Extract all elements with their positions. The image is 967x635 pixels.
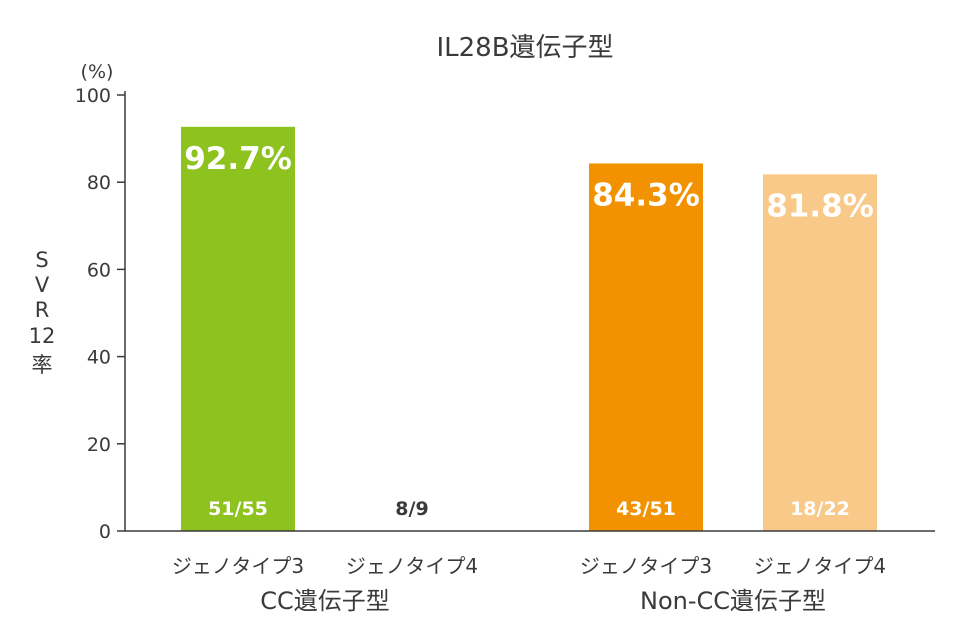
category-label: ジェノタイプ4 xyxy=(754,554,886,578)
y-tick-label: 80 xyxy=(87,172,111,194)
category-label: ジェノタイプ3 xyxy=(580,554,712,578)
y-tick-label: 40 xyxy=(87,347,111,369)
y-axis-label-char: R xyxy=(35,298,50,322)
category-label: ジェノタイプ4 xyxy=(346,554,478,578)
bar-fraction-label: 43/51 xyxy=(616,498,676,520)
y-tick-label: 100 xyxy=(75,85,111,107)
bar-value-label: 92.7% xyxy=(184,141,292,177)
bars: 92.7% 51/55 8/9 84.3% 43/51 81.8% 18/22 xyxy=(181,126,877,532)
bar xyxy=(763,174,877,532)
bar-fraction-label: 8/9 xyxy=(395,498,428,520)
bar xyxy=(181,126,295,531)
y-axis-unit: (%) xyxy=(81,61,114,83)
bar-value-label: 84.3% xyxy=(592,177,700,213)
chart-title: IL28B遺伝子型 xyxy=(436,33,613,63)
y-axis-ticks: 0 20 40 60 80 100 xyxy=(75,85,125,543)
bar-fraction-label: 51/55 xyxy=(208,498,268,520)
y-axis-label-char: V xyxy=(35,273,50,297)
group-labels: CC遺伝子型 Non-CC遺伝子型 xyxy=(260,587,826,615)
y-axis-label-char: 率 xyxy=(32,353,53,377)
bar-fraction-label: 18/22 xyxy=(790,498,850,520)
y-tick-label: 20 xyxy=(87,434,111,456)
bar xyxy=(589,163,703,531)
category-label: ジェノタイプ3 xyxy=(172,554,304,578)
category-labels: ジェノタイプ3 ジェノタイプ4 ジェノタイプ3 ジェノタイプ4 xyxy=(172,554,886,578)
y-axis-label-char: 12 xyxy=(29,324,56,348)
bar-value-label: 81.8% xyxy=(766,188,874,224)
y-tick-label: 0 xyxy=(99,521,111,543)
group-label: Non-CC遺伝子型 xyxy=(640,587,826,615)
group-label: CC遺伝子型 xyxy=(260,587,390,615)
y-axis-label-char: S xyxy=(35,248,48,272)
y-tick-label: 60 xyxy=(87,259,111,281)
